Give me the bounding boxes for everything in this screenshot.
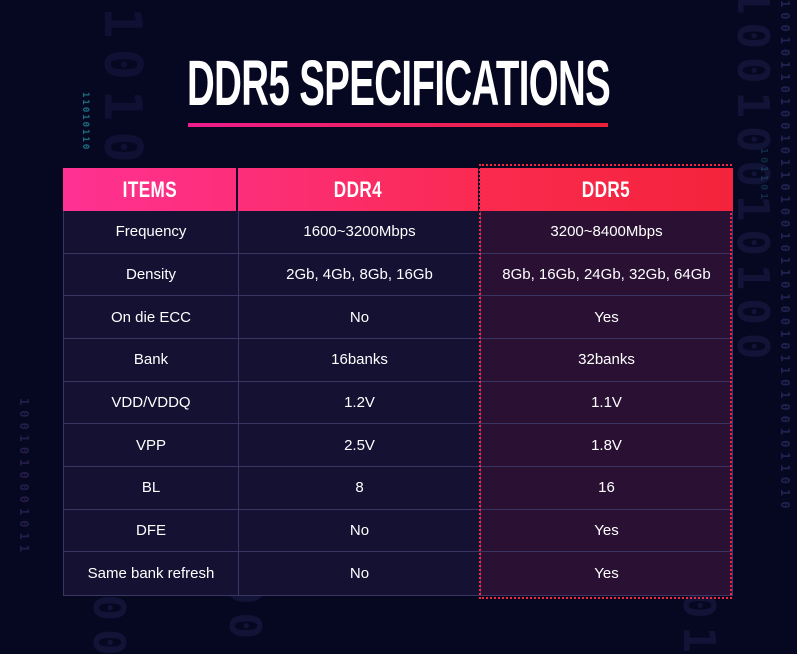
cell-item: BL bbox=[64, 467, 239, 510]
header-cell-ddr5: DDR5 bbox=[480, 168, 731, 211]
table-row-vpp: VPP 2.5V 1.8V bbox=[64, 424, 732, 468]
table-row-bl: BL 8 16 bbox=[64, 467, 732, 510]
cell-item: VDD/VDDQ bbox=[64, 381, 239, 425]
header-label-items: ITEMS bbox=[122, 176, 177, 202]
cell-item: Bank bbox=[64, 339, 239, 382]
table-row-density: Density 2Gb, 4Gb, 8Gb, 16Gb 8Gb, 16Gb, 2… bbox=[64, 253, 732, 297]
cell-ddr4-value: 2Gb, 4Gb, 8Gb, 16Gb bbox=[239, 253, 481, 297]
table-row-vdd-vddq: VDD/VDDQ 1.2V 1.1V bbox=[64, 381, 732, 425]
cell-ddr5-value: 16 bbox=[481, 467, 732, 510]
table-row-dfe: DFE No Yes bbox=[64, 509, 732, 553]
cell-ddr4-value: 1.2V bbox=[239, 381, 481, 425]
cell-item: On die ECC bbox=[64, 296, 239, 340]
cell-ddr4-value: 8 bbox=[239, 467, 481, 510]
cell-ddr5-value: 1.1V bbox=[481, 381, 732, 425]
page-title: DDR5 SPECIFICATIONS bbox=[0, 46, 797, 120]
cell-ddr5-value: 3200~8400Mbps bbox=[481, 211, 732, 254]
cell-ddr5-value: 1.8V bbox=[481, 424, 732, 468]
cell-ddr4-value: 1600~3200Mbps bbox=[239, 211, 481, 254]
cell-ddr4-value: No bbox=[239, 509, 481, 553]
header-cell-ddr4: DDR4 bbox=[238, 168, 480, 211]
table-body: Frequency 1600~3200Mbps 3200~8400Mbps De… bbox=[64, 211, 732, 596]
cell-ddr4-value: No bbox=[239, 552, 481, 596]
cell-ddr4-value: 16banks bbox=[239, 339, 481, 382]
cell-ddr4-value: 2.5V bbox=[239, 424, 481, 468]
cell-item: Same bank refresh bbox=[64, 552, 239, 596]
table-row-frequency: Frequency 1600~3200Mbps 3200~8400Mbps bbox=[64, 211, 732, 254]
table-header-row: ITEMS DDR4 DDR5 bbox=[63, 168, 733, 211]
cell-ddr5-value: 8Gb, 16Gb, 24Gb, 32Gb, 64Gb bbox=[481, 253, 732, 297]
title-underline-decoration bbox=[188, 123, 608, 127]
cell-ddr5-value: Yes bbox=[481, 296, 732, 340]
header-label-ddr4: DDR4 bbox=[333, 176, 383, 202]
header-cell-items: ITEMS bbox=[63, 168, 238, 211]
cell-item: Frequency bbox=[64, 211, 239, 254]
cell-item: VPP bbox=[64, 424, 239, 468]
cell-item: DFE bbox=[64, 509, 239, 553]
page-title-text: DDR5 SPECIFICATIONS bbox=[186, 47, 611, 119]
header-label-ddr5: DDR5 bbox=[581, 176, 630, 202]
table-row-bank: Bank 16banks 32banks bbox=[64, 339, 732, 382]
table-row-same-bank-refresh: Same bank refresh No Yes bbox=[64, 552, 732, 596]
binary-decoration: 1001010001011 bbox=[17, 398, 31, 557]
cell-ddr5-value: 32banks bbox=[481, 339, 732, 382]
binary-decoration: 010 bbox=[673, 592, 724, 654]
cell-ddr5-value: Yes bbox=[481, 509, 732, 553]
binary-decoration: 101101 bbox=[758, 148, 769, 203]
spec-table: ITEMS DDR4 DDR5 Frequency 1600~3200Mbps … bbox=[63, 164, 733, 599]
cell-item: Density bbox=[64, 253, 239, 297]
table-row-on-die-ecc: On die ECC No Yes bbox=[64, 296, 732, 340]
cell-ddr4-value: No bbox=[239, 296, 481, 340]
cell-ddr5-value: Yes bbox=[481, 552, 732, 596]
